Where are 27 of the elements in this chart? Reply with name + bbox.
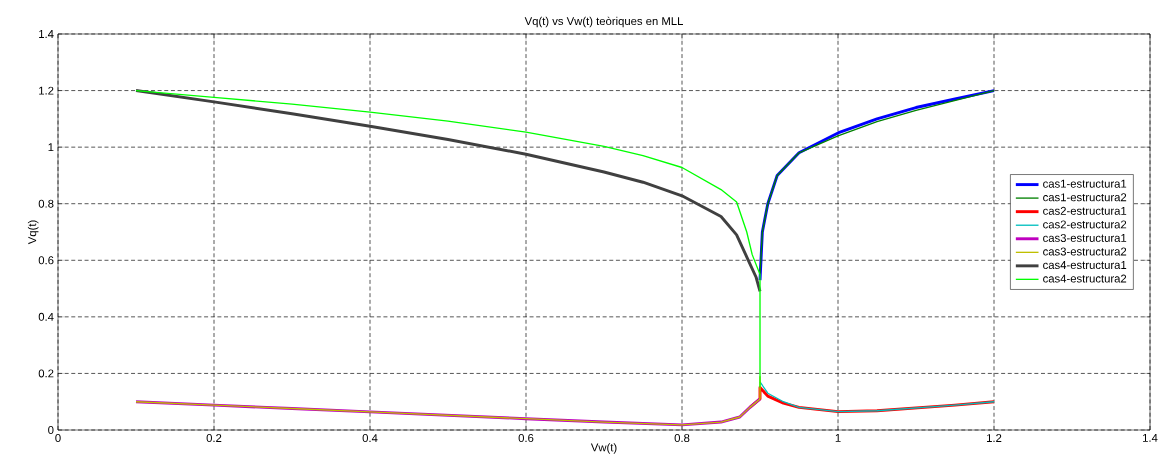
legend-label: cas3-estructura2: [1043, 247, 1127, 256]
legend-label: cas4-estructura2: [1043, 274, 1127, 283]
x-tick-label: 0.2: [206, 434, 222, 443]
y-tick-label: 1.2: [39, 86, 54, 95]
y-tick-label: 0.8: [38, 199, 54, 208]
x-tick-label: 1.4: [1143, 434, 1158, 442]
x-tick-label: 0: [55, 434, 61, 443]
legend-label: cas2-estructura2: [1043, 220, 1127, 229]
y-tick-label: 0.6: [38, 256, 54, 265]
legend-label: cas3-estructura1: [1043, 234, 1127, 242]
x-tick-label: 0.6: [518, 434, 534, 443]
x-tick-label: 1: [835, 434, 841, 442]
y-tick-label: 0.2: [38, 369, 54, 378]
x-tick-label: 0.8: [674, 434, 690, 443]
x-tick-label: 0.4: [362, 434, 378, 443]
y-tick-label: 0.4: [38, 312, 54, 321]
legend-label: cas1-estructura1: [1043, 179, 1127, 188]
y-tick-label: 1: [48, 143, 54, 152]
y-tick-label: 0: [48, 426, 54, 434]
legend-label: cas2-estructura1: [1043, 206, 1127, 215]
legend-label: cas1-estructura2: [1043, 193, 1127, 202]
x-axis-title: Vw(t): [590, 443, 617, 454]
x-tick-label: 1.2: [987, 434, 1002, 442]
y-tick-label: 1.4: [39, 30, 54, 38]
y-axis-title: Vq(t): [27, 220, 39, 245]
legend-label: cas4-estructura1: [1043, 261, 1127, 269]
chart-title: Vq(t) vs Vw(t) teòriques en MLL: [524, 16, 683, 28]
